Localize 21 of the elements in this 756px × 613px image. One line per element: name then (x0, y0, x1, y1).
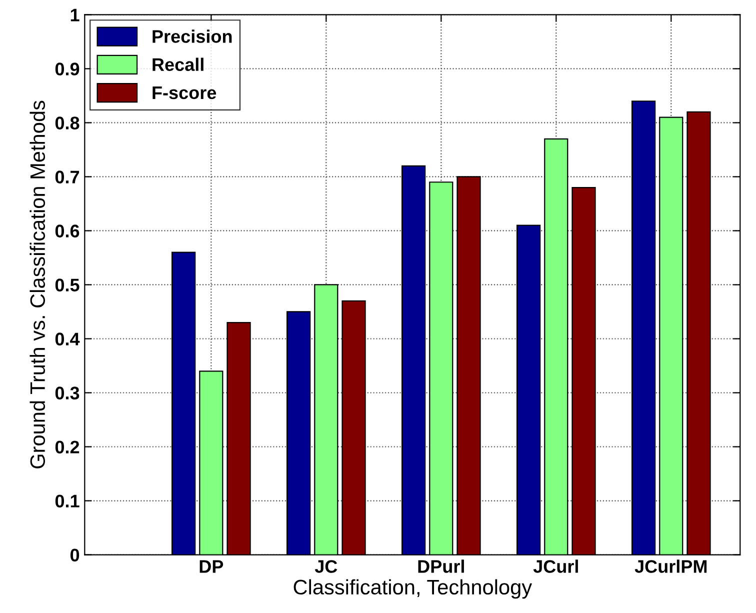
y-tick-label: 0.1 (55, 494, 80, 508)
legend-label: Recall (152, 58, 204, 71)
y-tick-label: 0.4 (55, 332, 80, 346)
x-tick-label: JCurlPM (634, 560, 707, 573)
y-tick-label: 1 (70, 8, 80, 22)
y-tick-label: 0.5 (55, 278, 80, 292)
x-tick-label: DP (200, 560, 224, 573)
y-tick-label: 0.2 (55, 440, 80, 454)
legend-label: F-score (152, 86, 216, 100)
legend-label: Precision (152, 30, 232, 43)
y-tick-label: 0 (70, 548, 80, 562)
x-tick-label: JC (314, 560, 338, 573)
y-axis-title: Ground Truth vs. Classification Methods (30, 100, 46, 468)
x-tick-label: DPurl (418, 560, 464, 573)
y-tick-label: 0.3 (55, 386, 80, 400)
x-axis-title: Classification, Technology (294, 579, 532, 599)
x-tick-label: JCurl (533, 560, 578, 573)
y-tick-label: 0.6 (55, 224, 80, 238)
y-tick-label: 0.9 (55, 62, 80, 76)
y-tick-label: 0.7 (55, 170, 80, 184)
y-tick-label: 0.8 (55, 116, 80, 130)
